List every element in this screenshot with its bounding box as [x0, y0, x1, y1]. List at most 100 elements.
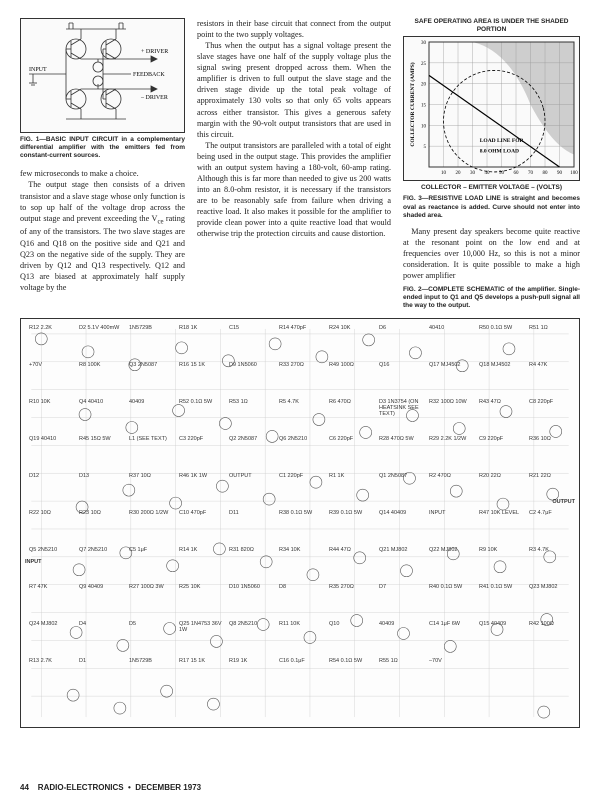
schematic-input-label: INPUT — [25, 559, 42, 565]
schematic-part-label: C10 470pF — [179, 510, 206, 516]
schematic-part-label: R6 470Ω — [329, 399, 351, 405]
schematic-part-label: R44 47Ω — [329, 547, 351, 553]
schematic-part-label: R18 1K — [179, 325, 197, 331]
schematic-part-label: 40409 — [129, 399, 144, 405]
schematic-part-label: R10 10K — [29, 399, 50, 405]
schematic-part-label: R52 0.1Ω 5W — [179, 399, 212, 405]
schematic-part-label: R14 470pF — [279, 325, 306, 331]
schematic-part-label: R9 10K — [479, 547, 497, 553]
schematic-part-label: R50 0.1Ω 5W — [479, 325, 512, 331]
schematic-part-label: Q4 40410 — [79, 399, 103, 405]
schematic-part-label: R55 1Ω — [379, 658, 398, 664]
schematic-part-label: Q23 MJ802 — [529, 584, 557, 590]
schematic-part-label: R41 0.1Ω 5W — [479, 584, 512, 590]
schematic-part-label: D9 1N5060 — [229, 362, 257, 368]
schematic-part-label: Q9 40409 — [79, 584, 103, 590]
fig1-drivern-label: – DRIVER — [140, 95, 168, 101]
svg-text:15: 15 — [421, 104, 427, 109]
schematic-part-label: 40409 — [379, 621, 394, 627]
schematic-part-label: R11 10K — [279, 621, 300, 627]
schematic-part-label: C3 220pF — [179, 436, 203, 442]
schematic-part-label: R38 0.1Ω 5W — [279, 510, 312, 516]
schematic-part-label: Q14 40409 — [379, 510, 406, 516]
schematic-part-label: R36 10Ω — [529, 436, 551, 442]
schematic-part-label: Q21 MJ802 — [379, 547, 407, 553]
schematic-part-label: L1 (SEE TEXT) — [129, 436, 167, 442]
schematic-part-label: Q18 MJ4502 — [479, 362, 511, 368]
schematic-part-label: R25 10K — [179, 584, 200, 590]
svg-text:10: 10 — [421, 125, 427, 130]
middle-column: resistors in their base circuit that con… — [195, 18, 393, 310]
schematic-part-label: D1 — [79, 658, 86, 664]
svg-text:30: 30 — [421, 41, 427, 46]
schematic-part-label: R16 15 1K — [179, 362, 205, 368]
schematic-part-label: R8 100K — [79, 362, 100, 368]
schematic-part-label: D7 — [379, 584, 386, 590]
para-2: resistors in their base circuit that con… — [197, 18, 391, 40]
schematic-output-label: OUTPUT — [552, 499, 575, 505]
para-4: The output transistors are paralleled wi… — [197, 140, 391, 240]
schematic-part-label: R29 2.2K 1/2W — [429, 436, 466, 442]
schematic-part-label: R14 1K — [179, 547, 197, 553]
schematic-part-label: Q2 2N5087 — [229, 436, 257, 442]
schematic-part-label: R7 47K — [29, 584, 47, 590]
svg-text:8.0 OHM LOAD: 8.0 OHM LOAD — [480, 149, 519, 155]
schematic-part-label: R39 0.1Ω 5W — [329, 510, 362, 516]
svg-text:30: 30 — [470, 171, 476, 176]
schematic-part-label: Q1 2N5087 — [379, 473, 407, 479]
schematic-part-label: C14 1μF 6W — [429, 621, 460, 627]
schematic-part-label: R2 470Ω — [429, 473, 451, 479]
schematic-part-label: R53 1Ω — [229, 399, 248, 405]
schematic-part-label: R32 100Ω 10W — [429, 399, 467, 405]
schematic-part-label: Q6 2N5210 — [279, 436, 307, 442]
schematic-part-label: OUTPUT — [229, 473, 252, 479]
schematic-part-label: C9 220pF — [479, 436, 503, 442]
schematic-part-label: C15 — [229, 325, 239, 331]
schematic-part-label: R23 10Ω — [79, 510, 101, 516]
schematic-part-label: D4 — [79, 621, 86, 627]
schematic-part-label: +70V — [29, 362, 42, 368]
fig1-driverp-label: + DRIVER — [141, 49, 168, 55]
para-5: Many present day speakers become quite r… — [403, 226, 580, 281]
schematic-part-label: R20 22Ω — [479, 473, 501, 479]
schematic-part-label: Q16 — [379, 362, 389, 368]
schematic-part-label: Q19 40410 — [29, 436, 56, 442]
schematic-part-label: Q15 40409 — [479, 621, 506, 627]
left-column: INPUT FEEDBACK + DRIVER – DRIVER FIG. 1—… — [20, 18, 185, 310]
schematic-part-label: D6 — [379, 325, 386, 331]
page-number: 44 — [20, 783, 29, 792]
schematic-part-label: Q10 — [329, 621, 339, 627]
schematic-part-label: R22 10Ω — [29, 510, 51, 516]
schematic-part-label: D12 — [29, 473, 39, 479]
schematic-part-label: Q8 2N5210 — [229, 621, 257, 627]
schematic-part-label: R40 0.1Ω 5W — [429, 584, 462, 590]
fig3-caption: FIG. 3—RESISTIVE LOAD LINE is straight a… — [403, 195, 580, 219]
publication-name: RADIO-ELECTRONICS — [38, 783, 124, 792]
para-1a: few microseconds to make a choice. — [20, 168, 185, 179]
schematic-part-label: D3 1N3754 (ON HEATSINK SEE TEXT) — [379, 399, 427, 417]
schematic-part-label: R27 100Ω 3W — [129, 584, 164, 590]
fig3-xlabel: COLLECTOR – EMITTER VOLTAGE – (VOLTS) — [403, 184, 580, 192]
schematic-part-label: D2 5.1V 400mW — [79, 325, 119, 331]
schematic-part-label: R12 2.2K — [29, 325, 52, 331]
schematic-part-label: C2 4.7μF — [529, 510, 552, 516]
schematic-part-label: C16 0.1μF — [279, 658, 305, 664]
svg-text:80: 80 — [543, 171, 549, 176]
schematic-part-label: 1N5729B — [129, 658, 152, 664]
schematic-part-label: R13 2.7K — [29, 658, 52, 664]
schematic-part-label: R3 4.7K — [529, 547, 549, 553]
fig2-caption: FIG. 2—COMPLETE SCHEMATIC of the amplifi… — [403, 286, 580, 310]
schematic-part-label: R46 1K 1W — [179, 473, 207, 479]
svg-text:LOAD LINE FOR: LOAD LINE FOR — [480, 138, 525, 144]
schematic-part-label: R5 4.7K — [279, 399, 299, 405]
schematic-part-label: Q3 2N5087 — [129, 362, 157, 368]
schematic-part-label: R35 270Ω — [329, 584, 354, 590]
schematic-part-label: R37 10Ω — [129, 473, 151, 479]
schematic-part-label: C8 220pF — [529, 399, 553, 405]
schematic-part-label: R1 1K — [329, 473, 344, 479]
schematic-part-label: R45 15Ω 5W — [79, 436, 111, 442]
svg-text:100: 100 — [570, 171, 578, 176]
schematic-part-label: R51 1Ω — [529, 325, 548, 331]
schematic-part-label: R21 22Ω — [529, 473, 551, 479]
schematic-part-label: R19 1K — [229, 658, 247, 664]
